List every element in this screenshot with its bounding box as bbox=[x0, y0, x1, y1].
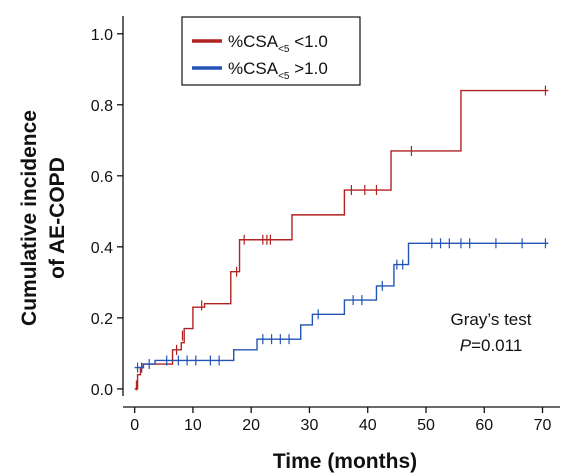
y-ticks: 0.0 0.2 0.4 0.6 0.8 1.0 bbox=[91, 27, 123, 399]
series-layer bbox=[134, 85, 549, 391]
annotation-line-2: P=0.011 bbox=[460, 336, 523, 355]
y-tick-label: 0.0 bbox=[91, 382, 113, 399]
x-tick-label: 0 bbox=[130, 417, 139, 434]
legend-label-blue: %CSA<5 >1.0 bbox=[228, 59, 328, 82]
x-ticks: 0 10 20 30 40 50 60 70 bbox=[130, 407, 552, 434]
y-tick-label: 0.8 bbox=[91, 98, 113, 115]
y-axis-title-line-2: of AE-COPD bbox=[46, 157, 69, 279]
x-tick-label: 20 bbox=[242, 417, 260, 434]
x-tick-label: 30 bbox=[301, 417, 319, 434]
x-tick-label: 60 bbox=[475, 417, 493, 434]
annotation-grays-test: Gray’s test P=0.011 bbox=[451, 310, 532, 355]
y-tick-label: 0.6 bbox=[91, 169, 113, 186]
x-tick-label: 40 bbox=[359, 417, 377, 434]
x-tick-label: 70 bbox=[534, 417, 552, 434]
y-axis-title-line-1: Cumulative incidence bbox=[18, 110, 41, 326]
y-tick-label: 1.0 bbox=[91, 27, 113, 44]
legend-box bbox=[181, 16, 361, 86]
legend-label-red: %CSA<5 <1.0 bbox=[228, 32, 328, 55]
annotation-line-1: Gray’s test bbox=[451, 310, 532, 329]
x-tick-label: 10 bbox=[184, 417, 202, 434]
legend: %CSA<5 <1.0 %CSA<5 >1.0 bbox=[181, 16, 361, 86]
y-tick-label: 0.2 bbox=[91, 311, 113, 328]
x-tick-label: 50 bbox=[417, 417, 435, 434]
axes bbox=[122, 16, 560, 408]
series-line-blue bbox=[134, 242, 549, 369]
x-axis-title: Time (months) bbox=[273, 450, 417, 473]
y-tick-label: 0.4 bbox=[91, 240, 113, 257]
